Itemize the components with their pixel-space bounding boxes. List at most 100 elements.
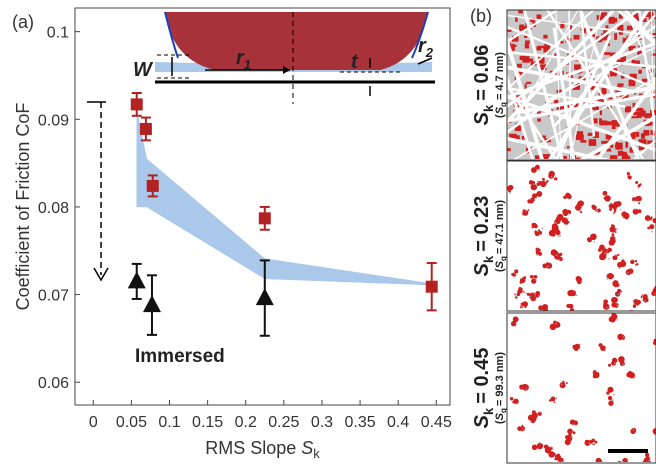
speck xyxy=(591,438,595,443)
marker xyxy=(127,271,146,289)
speck xyxy=(546,180,549,183)
fiber xyxy=(507,94,656,152)
speck xyxy=(611,357,618,364)
speck xyxy=(531,169,535,173)
image-label: Sk = 0.45 xyxy=(471,348,496,429)
speck xyxy=(543,46,550,53)
speck xyxy=(643,461,647,462)
speck xyxy=(515,402,517,405)
speck xyxy=(535,294,539,298)
speck xyxy=(601,347,605,351)
speck xyxy=(639,110,646,117)
speck xyxy=(542,263,548,269)
speck xyxy=(615,146,623,150)
speck xyxy=(605,133,614,140)
speck xyxy=(617,253,620,257)
micrograph xyxy=(507,10,656,159)
speck xyxy=(560,460,563,462)
fiber xyxy=(513,85,656,115)
speck xyxy=(592,370,597,374)
speck xyxy=(622,457,628,462)
speck xyxy=(538,251,543,256)
speck xyxy=(555,221,557,224)
speck xyxy=(533,183,535,186)
speck xyxy=(533,274,538,279)
fiber xyxy=(546,46,656,101)
speck xyxy=(603,197,606,200)
speck xyxy=(539,411,541,414)
speck xyxy=(507,186,512,191)
image-sublabel-subscript: q xyxy=(499,408,508,413)
speck xyxy=(520,302,524,306)
speck xyxy=(621,151,627,155)
speck xyxy=(612,280,619,287)
speck xyxy=(647,140,655,144)
speck xyxy=(618,356,625,363)
image-label-subscript: k xyxy=(481,407,496,415)
speck xyxy=(533,412,537,415)
micrograph xyxy=(507,161,656,311)
fiber xyxy=(555,35,612,159)
speck xyxy=(618,13,623,19)
speck xyxy=(580,206,583,208)
speck xyxy=(556,89,563,93)
speck xyxy=(557,460,560,462)
y-tick-label: 0.08 xyxy=(38,200,69,217)
speck xyxy=(538,443,542,447)
fiber xyxy=(615,10,656,47)
speck xyxy=(567,217,569,220)
speck xyxy=(522,209,529,216)
fiber xyxy=(507,14,656,38)
speck xyxy=(647,226,650,230)
speck xyxy=(534,231,540,237)
speck xyxy=(582,28,587,34)
speck xyxy=(614,284,617,288)
speck xyxy=(553,320,557,324)
asperity xyxy=(165,12,428,70)
speck xyxy=(543,34,548,39)
speck xyxy=(637,187,640,189)
speck xyxy=(614,33,617,40)
panel-label: (a) xyxy=(12,12,34,32)
speck xyxy=(522,428,525,431)
speck xyxy=(588,139,597,146)
speck xyxy=(543,179,546,182)
speck xyxy=(615,254,617,257)
speck xyxy=(606,43,610,46)
speck xyxy=(520,306,523,308)
speck xyxy=(619,208,622,211)
speck xyxy=(609,273,615,279)
speck xyxy=(537,111,541,116)
speck xyxy=(617,24,624,31)
speck xyxy=(562,208,569,215)
fiber xyxy=(507,10,617,125)
inset-label: r2 xyxy=(418,35,434,60)
speck xyxy=(509,192,511,194)
speck xyxy=(536,191,543,197)
speck xyxy=(567,197,570,200)
speck xyxy=(527,209,530,211)
arrowhead xyxy=(283,66,290,74)
image-sublabel-paren: ( xyxy=(494,268,506,272)
speck xyxy=(521,136,526,140)
speck xyxy=(631,60,640,66)
y-axis-label: Coefficient of Friction CoF xyxy=(13,103,33,311)
speck xyxy=(638,139,647,146)
speck xyxy=(634,208,637,211)
x-tick-label: 0.15 xyxy=(192,414,223,431)
speck xyxy=(535,193,538,196)
speck xyxy=(612,212,615,215)
speck xyxy=(569,308,575,311)
x-tick-label: 0.2 xyxy=(235,414,257,431)
y-tick-label: 0.07 xyxy=(38,288,69,305)
speck xyxy=(579,343,581,346)
image-sublabel: (Sq = 47.1 nm) xyxy=(494,200,508,272)
speck xyxy=(513,44,517,47)
speck xyxy=(628,45,636,49)
image-label-symbol: S xyxy=(471,111,493,125)
image-label-value: = 0.45 xyxy=(471,348,493,404)
speck xyxy=(594,440,598,444)
speck xyxy=(645,13,653,17)
image-sublabel: (Sq = 99.3 nm) xyxy=(494,352,508,424)
speck xyxy=(536,56,545,64)
